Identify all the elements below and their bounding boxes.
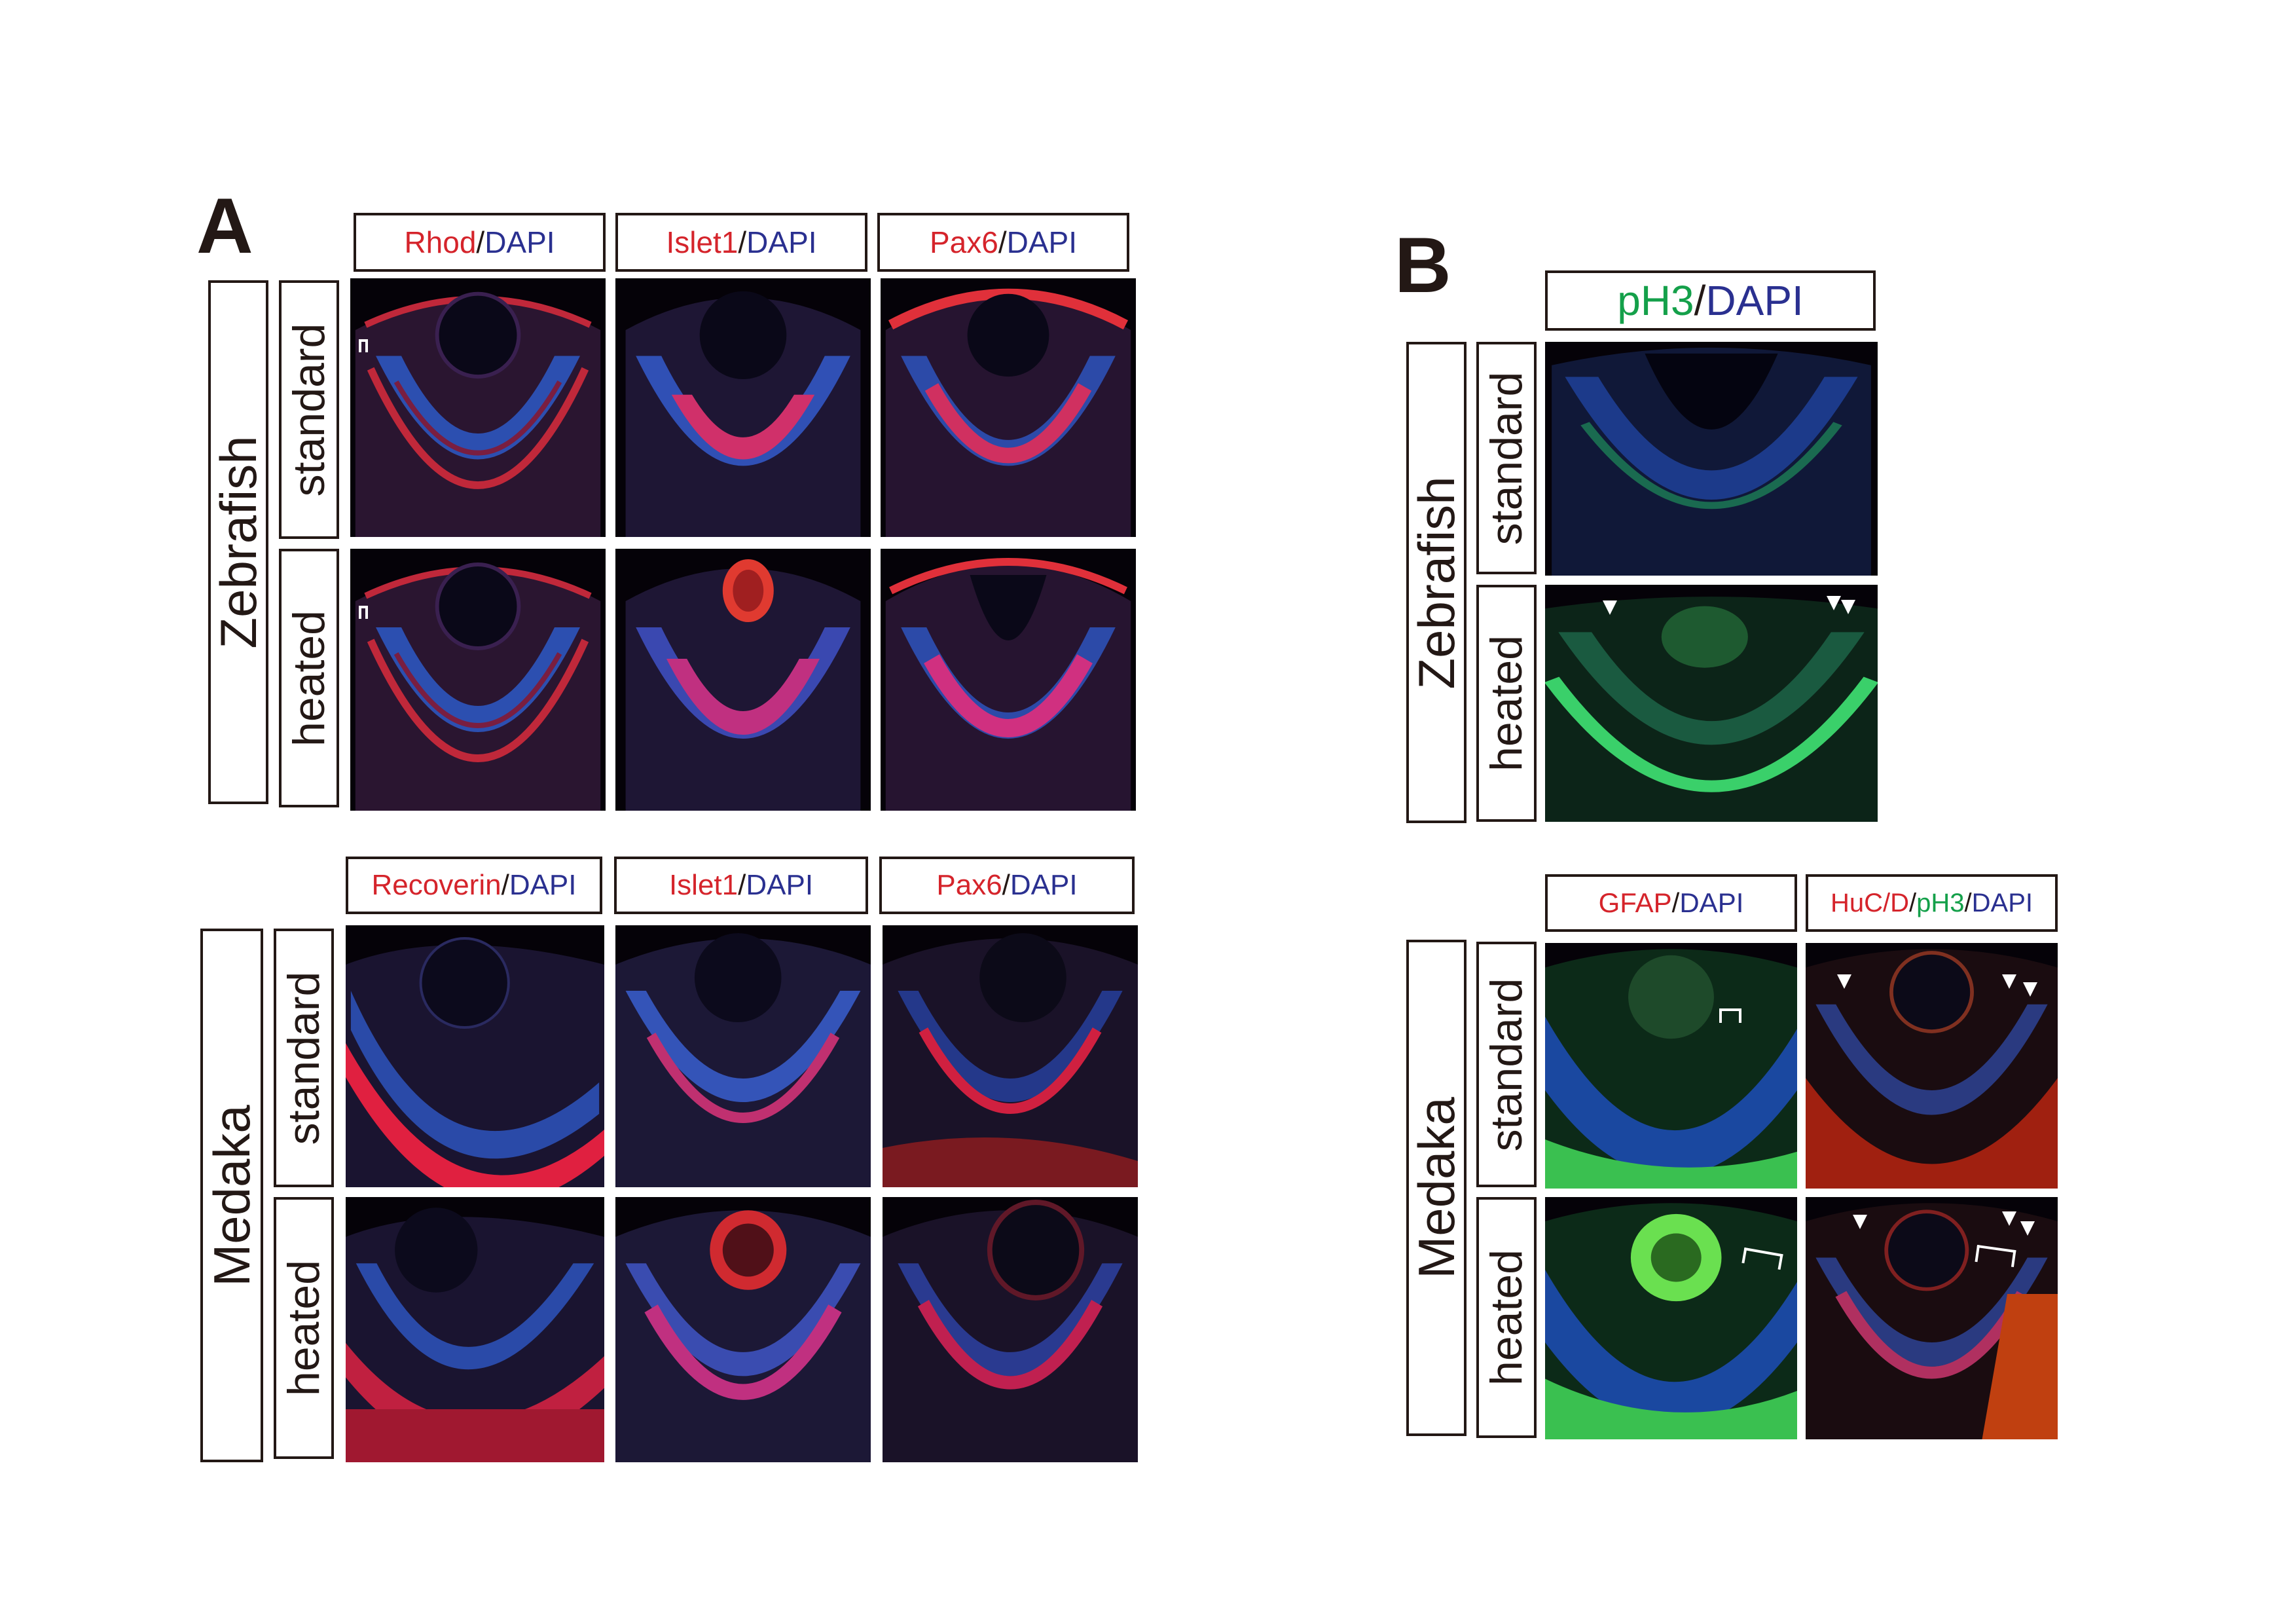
arrowhead-marker <box>2002 974 2016 989</box>
row-box-heated: heated <box>1476 585 1537 822</box>
species-label: Medaka <box>203 1104 261 1287</box>
marker-label: Recoverin <box>371 869 501 901</box>
panel-letter-a: A <box>196 182 253 270</box>
separator: / <box>1671 887 1680 918</box>
micrograph-medaka-heated-pax6 <box>883 1197 1138 1462</box>
micrograph-zebrafish-heated-pax6 <box>881 549 1136 811</box>
counterstain-label: DAPI <box>509 869 577 901</box>
marker-label: pH3 <box>1617 277 1694 324</box>
species-box-zebrafish: Zebrafish <box>208 280 268 804</box>
separator: / <box>1964 888 1972 917</box>
arrowhead-marker <box>1853 1215 1867 1229</box>
row-label: standard <box>1482 371 1531 545</box>
micrograph-medaka-heated-islet1 <box>615 1197 871 1462</box>
row-label: heated <box>1482 1249 1531 1386</box>
row-box-heated: heated <box>279 549 339 807</box>
row-label: heated <box>1482 635 1531 771</box>
row-label: standard <box>279 971 329 1145</box>
header-pax6-dapi: Pax6/DAPI <box>879 857 1135 914</box>
counterstain-label: DAPI <box>746 869 814 901</box>
micrograph-zebrafish-standard-pax6 <box>881 278 1136 537</box>
micrograph-medaka-standard-islet1 <box>615 925 871 1187</box>
marker-label: Islet1 <box>666 225 738 259</box>
separator: / <box>501 869 509 901</box>
header-islet1-dapi: Islet1/DAPI <box>614 857 868 914</box>
bracket-marker <box>1719 1008 1741 1023</box>
row-box-standard: standard <box>279 280 339 539</box>
header-hucd-ph3-dapi: HuC/D / pH3/DAPI <box>1806 874 2058 932</box>
separator: / <box>738 225 747 259</box>
counterstain-label: DAPI <box>484 225 555 259</box>
species-label: Medaka <box>1408 1097 1465 1279</box>
counterstain-label: DAPI <box>1705 277 1804 324</box>
micrograph-zebrafish-heated-rhod <box>350 549 606 811</box>
panel-letter-b: B <box>1394 221 1451 309</box>
arrowhead-marker <box>2023 982 2037 997</box>
marker-label: HuC/D <box>1830 888 1910 917</box>
separator: / <box>998 225 1007 259</box>
micrograph-zebrafish-heated-islet1 <box>615 549 871 811</box>
separator: / <box>476 225 485 259</box>
species-box-medaka: Medaka <box>200 929 263 1462</box>
micrograph-medaka-standard-gfap <box>1545 943 1797 1189</box>
row-label: standard <box>284 323 334 496</box>
micrograph-medaka-heated-hucd-ph3 <box>1806 1197 2058 1439</box>
row-box-standard: standard <box>1476 942 1537 1187</box>
micrograph-medaka-standard-pax6 <box>883 925 1138 1187</box>
micrograph-medaka-heated-gfap <box>1545 1197 1797 1439</box>
header-recoverin-dapi: Recoverin / DAPI <box>346 857 602 914</box>
arrowhead-marker <box>1837 974 1851 989</box>
micrograph-zebrafish-standard-ph3 <box>1545 342 1878 576</box>
separator: / <box>1909 888 1917 917</box>
row-box-heated: heated <box>1476 1197 1537 1438</box>
row-box-heated: heated <box>274 1197 334 1459</box>
separator: / <box>1694 277 1706 324</box>
header-ph3-dapi: pH3/DAPI <box>1545 270 1876 331</box>
marker-label: pH3 <box>1916 888 1965 917</box>
row-label: heated <box>284 610 334 747</box>
counterstain-label: DAPI <box>1010 869 1078 901</box>
row-box-standard: standard <box>1476 342 1537 574</box>
row-label: heated <box>279 1260 329 1396</box>
header-gfap-dapi: GFAP / DAPI <box>1545 874 1797 932</box>
marker-label: Pax6 <box>936 869 1002 901</box>
species-label: Zebrafish <box>1408 475 1465 690</box>
counterstain-label: DAPI <box>1006 225 1077 259</box>
counterstain-label: DAPI <box>746 225 817 259</box>
marker-label: Islet1 <box>668 869 738 901</box>
arrowhead-marker <box>2020 1221 2035 1236</box>
arrowhead-marker <box>1827 596 1841 610</box>
bracket-marker <box>359 606 368 619</box>
species-box-medaka: Medaka <box>1406 940 1467 1436</box>
species-label: Zebrafish <box>210 435 267 649</box>
micrograph-zebrafish-standard-rhod <box>350 278 606 537</box>
micrograph-zebrafish-standard-islet1 <box>615 278 871 537</box>
header-rhod-dapi: Rhod / DAPI <box>354 213 606 272</box>
row-label: standard <box>1482 978 1531 1151</box>
counterstain-label: DAPI <box>1679 887 1744 918</box>
marker-label: Pax6 <box>929 225 998 259</box>
arrowhead-marker <box>1603 600 1617 615</box>
counterstain-label: DAPI <box>1971 888 2033 917</box>
marker-label: GFAP <box>1598 887 1672 918</box>
bracket-marker <box>359 339 368 352</box>
separator: / <box>1002 869 1010 901</box>
arrowhead-marker <box>2002 1211 2016 1226</box>
micrograph-medaka-heated-recoverin <box>346 1197 604 1462</box>
species-box-zebrafish: Zebrafish <box>1406 342 1467 823</box>
micrograph-zebrafish-heated-ph3 <box>1545 585 1878 822</box>
marker-label: Rhod <box>404 225 477 259</box>
row-box-standard: standard <box>274 929 334 1187</box>
header-islet1-dapi: Islet1/DAPI <box>615 213 867 272</box>
separator: / <box>738 869 746 901</box>
header-pax6-dapi: Pax6/DAPI <box>877 213 1129 272</box>
arrowhead-marker <box>1841 600 1855 614</box>
micrograph-medaka-standard-recoverin <box>346 925 604 1187</box>
